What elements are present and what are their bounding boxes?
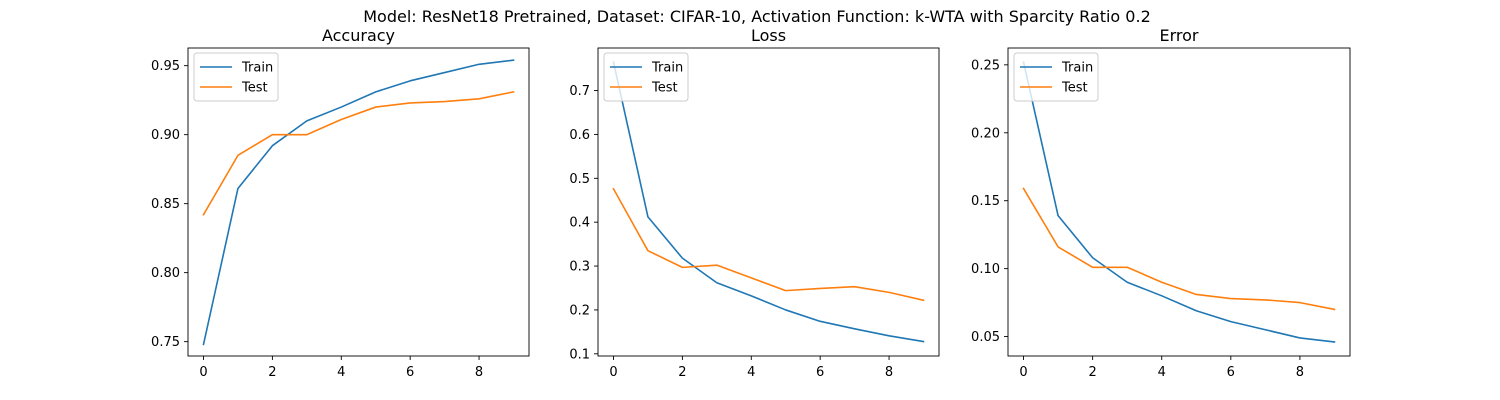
y-tick-label: 0.75 [151, 335, 180, 350]
subplots: Accuracy 0 2 4 6 8 0.75 0.80 0.85 0.90 0.95 Train Te… [151, 26, 1351, 380]
legend-label-train: Train [241, 61, 273, 76]
y-tick-label: 0.10 [971, 262, 1000, 277]
legend-label-train: Train [651, 61, 683, 76]
y-tick-label: 0.7 [569, 84, 590, 99]
legend-label-train: Train [1061, 61, 1093, 76]
legend: Train Test [603, 52, 689, 102]
subplot-title: Loss [751, 26, 786, 45]
x-tick-label: 4 [747, 365, 755, 380]
series-line-test [202, 90, 515, 216]
y-tick-label: 0.05 [971, 330, 1000, 345]
series-line-train [612, 61, 925, 343]
x-tick-label: 8 [885, 365, 893, 380]
legend: Train Test [1013, 52, 1099, 102]
axes-frame [597, 47, 940, 357]
subplot-title: Accuracy [322, 26, 395, 45]
x-tick-label: 6 [406, 365, 414, 380]
subplot-loss: Loss 0 2 4 6 8 0.1 0.2 0.3 0.4 0.5 0.6 0.7 Train Test [569, 26, 940, 380]
series-line-test [612, 187, 925, 302]
series-line-train [1022, 61, 1336, 343]
y-tick-label: 0.90 [151, 128, 180, 143]
y-tick-label: 0.6 [569, 128, 590, 143]
subplot-accuracy: Accuracy 0 2 4 6 8 0.75 0.80 0.85 0.90 0.95 Train Te… [151, 26, 530, 380]
series-line-test [1022, 187, 1336, 311]
x-tick-label: 0 [609, 365, 617, 380]
legend-label-test: Test [1061, 81, 1088, 96]
x-tick-label: 2 [1088, 365, 1096, 380]
subplot-title: Error [1160, 26, 1199, 45]
series-line-train [202, 59, 515, 346]
legend-box [603, 52, 689, 102]
legend-box [1013, 52, 1099, 102]
y-tick-label: 0.1 [569, 347, 590, 362]
x-tick-label: 2 [268, 365, 276, 380]
y-tick-label: 0.85 [151, 197, 180, 212]
x-tick-label: 6 [1227, 365, 1235, 380]
y-tick-label: 0.80 [151, 266, 180, 281]
y-tick-label: 0.5 [569, 172, 590, 187]
x-tick-label: 0 [1019, 365, 1027, 380]
y-tick-label: 0.15 [971, 194, 1000, 209]
y-tick-label: 0.25 [971, 58, 1000, 73]
y-tick-label: 0.4 [569, 216, 590, 231]
axes-frame [1007, 47, 1351, 357]
legend: Train Test [193, 52, 279, 102]
legend-label-test: Test [651, 81, 678, 96]
y-tick-label: 0.20 [971, 126, 1000, 141]
legend-label-test: Test [241, 81, 268, 96]
y-tick-label: 0.95 [151, 59, 180, 74]
x-tick-label: 4 [337, 365, 345, 380]
x-tick-label: 4 [1158, 365, 1166, 380]
x-tick-label: 8 [1296, 365, 1304, 380]
x-tick-label: 2 [678, 365, 686, 380]
axes-frame [187, 47, 530, 357]
x-tick-label: 6 [816, 365, 824, 380]
x-tick-label: 0 [199, 365, 207, 380]
x-tick-label: 8 [475, 365, 483, 380]
y-tick-label: 0.2 [569, 303, 590, 318]
figure-suptitle: Model: ResNet18 Pretrained, Dataset: CIF… [363, 7, 1151, 26]
legend-box [193, 52, 279, 102]
subplot-error: Error 0 2 4 6 8 0.05 0.10 0.15 0.20 0.25 Train Test [971, 26, 1351, 380]
y-tick-label: 0.3 [569, 260, 590, 275]
